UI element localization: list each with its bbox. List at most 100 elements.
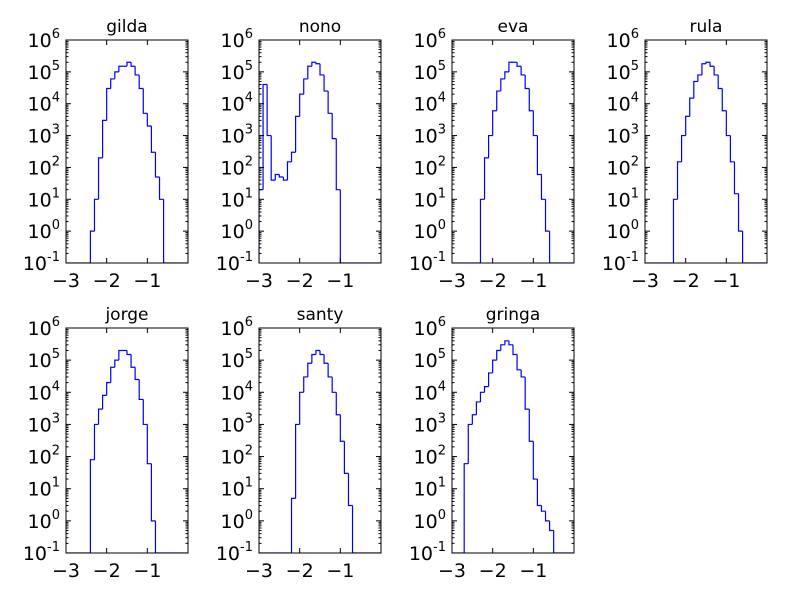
y-tick-exponent: 6 — [438, 27, 446, 42]
y-tick-exponent: 1 — [438, 476, 446, 491]
y-tick-label: 10-1 — [23, 250, 60, 275]
y-tick-base: 10 — [28, 511, 52, 533]
y-tick-label: 105 — [28, 347, 60, 372]
histogram-bin-23 — [347, 473, 353, 507]
y-tick-exponent: 3 — [245, 411, 253, 426]
histogram-bin-21 — [146, 424, 152, 465]
y-tick-label: 103 — [28, 123, 60, 148]
histogram-bin-20 — [335, 392, 341, 416]
y-tick-exponent: 1 — [52, 476, 60, 491]
histogram-bin-5 — [467, 423, 473, 464]
y-tick-label: 103 — [414, 411, 446, 436]
histogram-gilda — [66, 61, 188, 263]
y-tick-base: 10 — [414, 479, 438, 501]
histogram-bin-24 — [158, 177, 164, 200]
y-tick-base: 10 — [607, 157, 631, 179]
histogram-bin-14 — [118, 349, 123, 361]
histogram-bin-21 — [532, 110, 538, 137]
x-tick-label: −2 — [672, 270, 700, 292]
histogram-rula — [645, 61, 767, 263]
histogram-bin-10 — [681, 134, 686, 162]
histogram-bin-21 — [339, 414, 345, 442]
axes-frame — [65, 39, 189, 264]
histogram-bin-20 — [142, 88, 148, 114]
histogram-bin-14 — [504, 71, 509, 79]
y-tick-base: 10 — [28, 62, 52, 84]
histogram-bin-15 — [508, 340, 513, 346]
y-tick-exponent: 5 — [52, 347, 60, 362]
histogram-bin-26 — [553, 530, 558, 553]
y-tick-exponent: -1 — [433, 540, 446, 555]
y-tick-exponent: 5 — [52, 59, 60, 74]
histogram-bin-21 — [339, 189, 345, 263]
y-tick-label: 100 — [414, 508, 446, 533]
histogram-bin-13 — [693, 80, 698, 99]
y-tick-label: 104 — [28, 91, 60, 116]
histogram-bin-17 — [323, 354, 329, 364]
histogram-bin-10 — [102, 394, 107, 410]
histogram-bin-13 — [114, 71, 119, 79]
histogram-bin-11 — [492, 110, 497, 136]
histogram-bin-23 — [733, 161, 739, 195]
histogram-bin-15 — [508, 61, 513, 72]
histogram-bin-12 — [110, 366, 115, 383]
histogram-bin-18 — [134, 367, 140, 381]
histogram-bin-25 — [549, 520, 554, 532]
axes-frame — [258, 39, 382, 264]
x-tick-label: −1 — [712, 270, 740, 292]
panel-title: nono — [299, 17, 341, 37]
histogram-bin-12 — [303, 376, 308, 393]
y-tick-base: 10 — [607, 126, 631, 148]
y-tick-base: 10 — [414, 126, 438, 148]
histogram-bin-17 — [516, 354, 522, 371]
histogram-bin-23 — [154, 520, 160, 553]
y-tick-base: 10 — [28, 126, 52, 148]
y-tick-exponent: -1 — [626, 250, 639, 265]
histogram-bin-18 — [327, 363, 333, 378]
histogram-bin-22 — [150, 463, 156, 522]
x-tick-label: −1 — [519, 270, 547, 292]
y-tick-exponent: 6 — [631, 27, 639, 42]
y-tick-exponent: 4 — [245, 91, 253, 106]
y-tick-label: 106 — [607, 27, 639, 52]
histogram-bin-21 — [532, 441, 538, 480]
histogram-bin-24 — [544, 511, 550, 522]
y-tick-base: 10 — [414, 350, 438, 372]
y-tick-base: 10 — [607, 189, 631, 211]
histogram-bin-17 — [130, 354, 136, 368]
histogram-bin-22 — [536, 135, 542, 176]
y-tick-exponent: 3 — [52, 123, 60, 138]
histogram-bin-10 — [295, 423, 300, 499]
y-tick-base: 10 — [607, 94, 631, 116]
y-tick-base: 10 — [414, 62, 438, 84]
y-tick-base: 10 — [216, 543, 240, 565]
y-tick-exponent: 3 — [631, 123, 639, 138]
y-tick-base: 10 — [221, 157, 245, 179]
y-tick-label: 101 — [221, 476, 253, 501]
y-tick-base: 10 — [414, 511, 438, 533]
y-tick-exponent: 3 — [438, 123, 446, 138]
y-tick-base: 10 — [28, 94, 52, 116]
y-tick-exponent: 4 — [438, 379, 446, 394]
histogram-bin-18 — [520, 369, 526, 378]
histogram-bin-15 — [701, 63, 706, 75]
y-tick-base: 10 — [221, 126, 245, 148]
y-tick-label: 10-1 — [216, 540, 253, 565]
y-tick-label: 105 — [28, 59, 60, 84]
y-tick-exponent: 5 — [245, 347, 253, 362]
y-tick-exponent: 2 — [52, 444, 60, 459]
y-tick-base: 10 — [28, 30, 52, 52]
x-tick-label: −1 — [133, 560, 161, 582]
y-tick-base: 10 — [28, 189, 52, 211]
y-tick-base: 10 — [409, 253, 433, 275]
histogram-bin-6 — [471, 414, 477, 425]
y-tick-label: 100 — [221, 508, 253, 533]
histogram-bin-15 — [315, 62, 320, 65]
y-tick-base: 10 — [28, 350, 52, 372]
y-tick-exponent: -1 — [47, 250, 60, 265]
histogram-bin-8 — [286, 161, 292, 181]
y-tick-label: 104 — [28, 379, 60, 404]
histogram-bin-10 — [295, 115, 300, 153]
y-tick-base: 10 — [221, 221, 245, 243]
histogram-eva — [452, 61, 574, 263]
